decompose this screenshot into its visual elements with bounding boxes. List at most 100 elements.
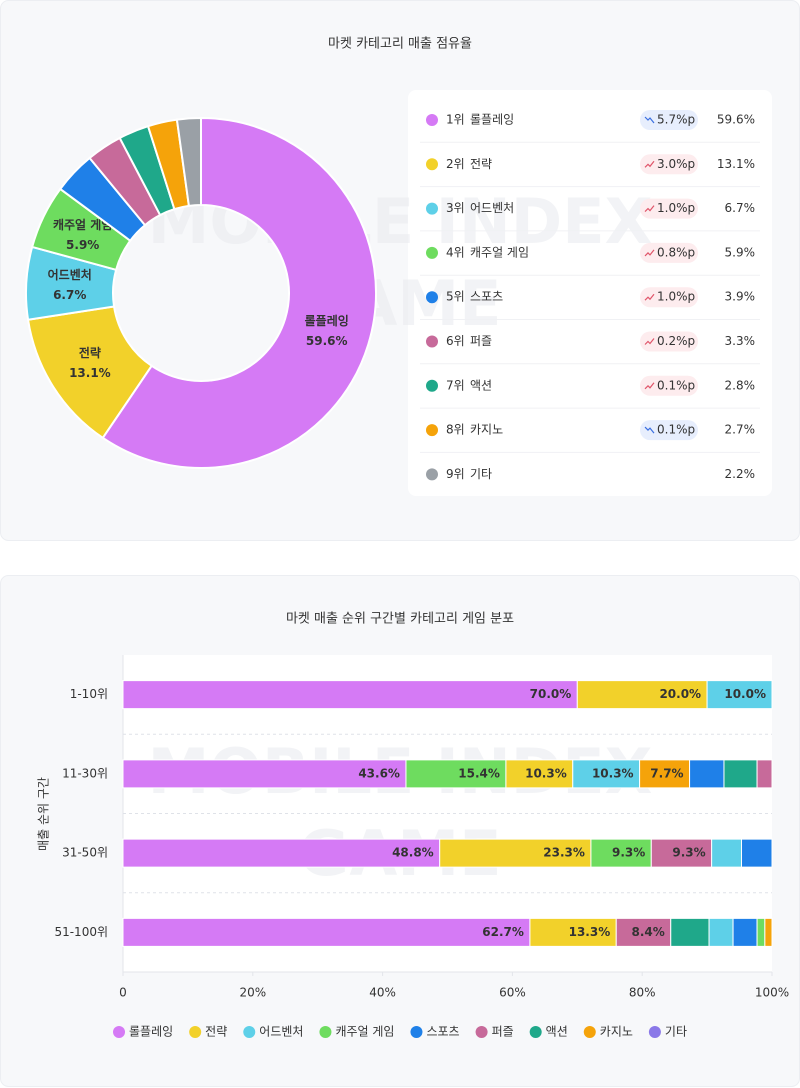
bar-segment [639,759,691,789]
legend-dot [475,1026,488,1038]
rank: 3위 [446,201,465,215]
legend-label: 어드벤처 [470,201,514,215]
slice-value: 5.9% [66,238,99,252]
change-label: 0.1%p [657,423,695,437]
legend-label: 스포츠 [426,1025,459,1039]
legend-label: 롤플레잉 [129,1025,173,1039]
bar-label: 23.3% [543,846,585,860]
slice-value: 13.1% [69,366,111,380]
legend-dot [426,424,438,437]
x-tick-label: 0 [119,986,127,1000]
change-badge [640,198,698,219]
legend-label: 어드벤처 [259,1025,303,1039]
y-tick-label: 51-100위 [54,925,108,939]
legend-label: 카지노 [470,423,503,437]
change-label: 0.8%p [657,245,695,259]
bar-segment [576,680,708,710]
rank: 2위 [446,157,465,171]
bar-segment [756,759,773,789]
rank: 5위 [446,290,465,304]
legend-value: 3.3% [725,334,756,348]
rank: 9위 [446,467,465,481]
bar-segment [764,917,773,947]
bar-segment [740,838,773,868]
change-badge [640,331,698,352]
change-label: 0.1%p [657,378,695,392]
legend-value: 6.7% [725,201,756,215]
legend-label: 롤플레잉 [470,113,514,127]
legend-label: 카지노 [600,1025,633,1039]
rank: 8위 [446,423,465,437]
legend-dot [529,1026,542,1038]
bar-segment [122,917,531,947]
legend-dot [426,291,438,304]
bar-segment [708,917,734,947]
legend-dot [426,468,438,481]
x-tick-label: 40% [369,986,396,1000]
y-tick-label: 11-30위 [62,766,108,780]
bar-segment [529,917,617,947]
legend-label: 퍼즐 [470,334,492,348]
legend-dot [410,1026,423,1038]
bar-segment [723,759,758,789]
bar-label: 10.3% [525,766,567,780]
bar-label: 62.7% [482,925,524,939]
legend: 롤플레잉 전략 어드벤처 캐주얼 게임 스포츠 퍼즐 액션 카지노 기타 [113,1025,687,1039]
bar-label: 70.0% [530,687,572,701]
y-axis-label: 매출 순위 구간 [37,777,51,851]
bar-label: 10.3% [592,766,634,780]
change-arrow [644,205,655,213]
x-tick-label: 20% [239,986,266,1000]
change-arrow [644,426,655,434]
bar-segment [615,917,672,947]
change-badge [640,154,698,175]
change-badge [640,375,698,396]
slice-label: 전략 [79,345,101,360]
legend-label: 기타 [470,467,492,481]
legend-dot [426,379,438,392]
bar-label: 13.3% [569,925,611,939]
bar-segment [122,838,441,868]
bar-label: 7.7% [650,766,683,780]
bar-label: 8.4% [631,925,664,939]
bar-segment [505,759,574,789]
rank: 1위 [446,113,465,127]
legend-value: 13.1% [717,157,755,171]
legend-label: 기타 [665,1025,687,1039]
bar-segment [756,917,766,947]
legend-dot [189,1026,202,1038]
change-label: 1.0%p [657,201,695,215]
slice-label: 어드벤처 [48,267,92,282]
bar-label: 9.3% [672,846,705,860]
slice-label: 캐주얼 게임 [53,218,112,232]
change-arrow [644,338,655,345]
bar-label: 43.6% [358,766,400,780]
legend-value: 2.2% [725,467,756,481]
change-label: 1.0%p [657,290,695,304]
chart-title: 마켓 카테고리 매출 점유율 [328,37,472,52]
bar-segment [572,759,641,789]
bar-segment [405,759,507,789]
legend-label: 퍼즐 [492,1025,514,1039]
bar-label: 48.8% [392,846,434,860]
change-arrow [644,382,655,390]
bar-segment [670,917,710,947]
change-arrow [644,116,655,124]
legend-label: 스포츠 [470,290,503,304]
bar-segment [439,838,592,868]
change-arrow [644,160,655,168]
bar-segment [732,917,758,947]
legend-dot [583,1026,596,1038]
change-label: 0.2%p [657,334,695,348]
rank: 4위 [446,245,465,259]
bar-segment [689,759,725,789]
change-badge [640,287,698,308]
y-tick-label: 1-10위 [70,687,108,701]
bar-segment [590,838,652,868]
slice-value: 6.7% [53,288,86,302]
x-tick-label: 60% [499,986,526,1000]
legend-label: 캐주얼 게임 [335,1025,394,1039]
legend-value: 2.8% [725,378,756,392]
bar-segment [706,680,773,710]
